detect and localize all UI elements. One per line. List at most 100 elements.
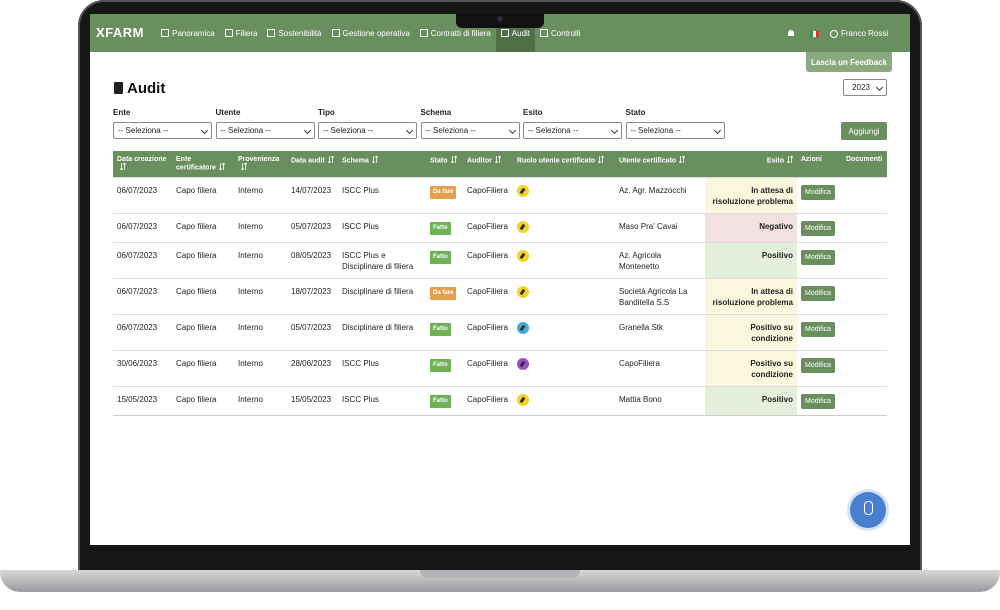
cell-azioni: Modifica	[797, 350, 842, 387]
column-header[interactable]: Esito	[705, 151, 797, 178]
cell-ente: Capo filiera	[172, 386, 234, 416]
cell-auditor: CapoFiliera	[463, 350, 513, 387]
sort-icon	[678, 155, 686, 165]
nav-icon	[161, 29, 169, 37]
column-header[interactable]: Auditor	[463, 151, 513, 178]
cell-esito: Positivo su condizione	[705, 314, 797, 351]
cell-documenti	[842, 314, 887, 351]
edit-button[interactable]: Modifica	[801, 286, 836, 301]
chevron	[405, 126, 414, 135]
cell-provenienza: Interno	[234, 177, 287, 214]
nav-label: Contratti di filiera	[430, 28, 491, 38]
cell-data-audit: 14/07/2023	[287, 177, 338, 214]
cell-azioni: Modifica	[797, 314, 842, 351]
cell-provenienza: Interno	[234, 386, 287, 416]
logo: XFARM	[96, 25, 144, 40]
status-badge: Fatto	[430, 222, 451, 235]
role-icon	[517, 286, 529, 298]
column-header[interactable]: Schema	[338, 151, 426, 178]
edit-button[interactable]: Modifica	[801, 322, 836, 337]
sort-arrows	[119, 162, 127, 171]
nav-label: Gestione operativa	[342, 28, 410, 38]
cell-stato: Fatto	[426, 350, 463, 387]
nav-item[interactable]: Contratti di filiera	[415, 14, 496, 52]
column-header: Documenti	[842, 151, 887, 178]
chevron	[508, 126, 516, 135]
cell-schema: ISCC Plus	[338, 177, 426, 214]
status-badge: Fatto	[430, 359, 451, 372]
cell-auditor: CapoFiliera	[463, 213, 513, 243]
cell-schema: Disciplinare di filiera	[338, 314, 426, 351]
sort-arrows	[597, 155, 605, 164]
cell-documenti	[842, 242, 887, 279]
cell-creazione: 30/06/2023	[113, 350, 172, 387]
bell-icon[interactable]	[788, 30, 794, 36]
cell-utente: Granella Stk	[615, 314, 705, 351]
filter-select[interactable]: -- Seleziona --	[523, 122, 622, 139]
cell-creazione: 06/07/2023	[113, 213, 172, 243]
voice-button[interactable]	[850, 492, 886, 528]
status-badge: Da fare	[430, 186, 457, 199]
page-title: Audit	[127, 80, 166, 97]
column-header[interactable]: Ente certificatore	[172, 151, 234, 178]
cell-ruolo	[513, 177, 615, 214]
filter-select[interactable]: -- Seleziona --	[625, 122, 725, 139]
cell-documenti	[842, 278, 887, 315]
flag-icon[interactable]	[810, 31, 819, 37]
nav-item[interactable]: Controlli	[535, 14, 585, 52]
cell-azioni: Modifica	[797, 213, 842, 243]
column-header[interactable]: Ruolo utente certificato	[513, 151, 615, 178]
sort-arrows	[678, 155, 686, 164]
sort-icon	[371, 155, 379, 165]
column-header[interactable]: Data audit	[287, 151, 338, 178]
cell-provenienza: Interno	[234, 314, 287, 351]
column-label: Auditor	[467, 157, 492, 165]
year-select[interactable]: 2023	[843, 79, 887, 96]
cell-stato: Da fare	[426, 278, 463, 315]
cell-ruolo	[513, 350, 615, 387]
user-menu[interactable]: Franco Rossi	[830, 29, 888, 38]
sort-icon	[597, 155, 605, 165]
cell-data-audit: 05/07/2023	[287, 314, 338, 351]
edit-button[interactable]: Modifica	[801, 221, 836, 236]
status-badge: Da fare	[430, 287, 457, 300]
user-name: Franco Rossi	[841, 29, 889, 38]
sort-icon	[240, 162, 248, 172]
filter-select[interactable]: -- Seleziona --	[318, 122, 417, 139]
column-header[interactable]: Utente certificato	[615, 151, 705, 178]
cell-ente: Capo filiera	[172, 314, 234, 351]
column-header[interactable]: Stato	[426, 151, 463, 178]
edit-button[interactable]: Modifica	[801, 394, 836, 409]
nav-item[interactable]: Sostenibilità	[262, 14, 326, 52]
column-header[interactable]: Provenienza	[234, 151, 287, 178]
audit-table: Data creazione Ente certificatore Provenie…	[113, 151, 887, 416]
edit-button[interactable]: Modifica	[801, 185, 836, 200]
chevron	[875, 83, 884, 92]
edit-button[interactable]: Modifica	[801, 250, 836, 265]
table-row: 30/06/2023 Capo filiera Interno 28/06/2023 I…	[113, 350, 887, 387]
column-label: Azioni	[801, 156, 822, 163]
cell-azioni: Modifica	[797, 177, 842, 214]
cell-stato: Fatto	[426, 242, 463, 279]
cell-esito: Negativo	[705, 213, 797, 243]
cell-ruolo	[513, 314, 615, 351]
nav-item[interactable]: Gestione operativa	[327, 14, 415, 52]
role-icon	[517, 221, 529, 233]
sort-icon	[494, 155, 502, 165]
edit-button[interactable]: Modifica	[801, 358, 836, 373]
nav-item[interactable]: Panoramica	[156, 14, 220, 52]
sort-arrows	[494, 155, 502, 164]
add-button[interactable]: Aggiungi	[841, 122, 887, 140]
nav-item[interactable]: Filiera	[220, 14, 263, 52]
cell-azioni: Modifica	[797, 242, 842, 279]
filter-select[interactable]: -- Seleziona --	[215, 122, 315, 139]
filter-select[interactable]: -- Seleziona --	[420, 122, 520, 139]
column-header[interactable]: Data creazione	[113, 151, 172, 178]
nav-icon	[224, 29, 233, 37]
nav-label: Sostenibilità	[278, 28, 322, 38]
cell-schema: ISCC Plus	[338, 386, 426, 416]
column-label: Utente certificato	[619, 157, 677, 165]
feedback-button[interactable]: Lascia un Feedback	[806, 52, 892, 72]
sort-icon	[327, 155, 335, 165]
filter-select[interactable]: -- Seleziona --	[113, 122, 212, 139]
